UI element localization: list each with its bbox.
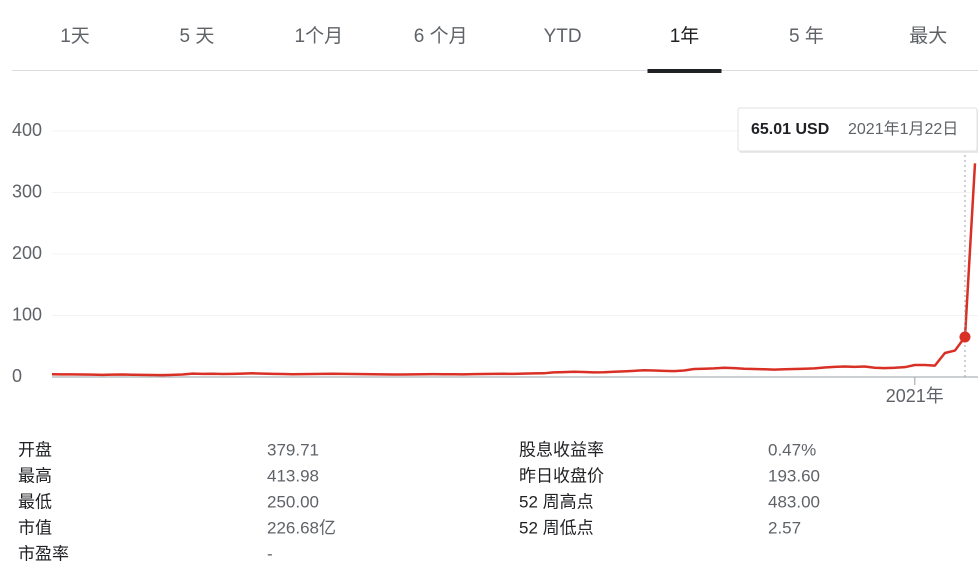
stat-value: 226.68亿: [267, 518, 336, 537]
price-line: [51, 163, 977, 377]
range-tab[interactable]: 1天: [60, 26, 90, 47]
stat-label: 昨日收盘价: [519, 466, 604, 485]
y-tick-label: 300: [12, 181, 42, 201]
stat-value: 413.98: [267, 466, 319, 485]
stat-label: 最低: [18, 492, 52, 511]
stat-label: 市值: [18, 518, 52, 537]
stat-label: 52 周高点: [519, 492, 594, 511]
stat-label: 股息收益率: [519, 440, 604, 459]
range-tab[interactable]: 最大: [909, 25, 947, 47]
range-tab[interactable]: 1个月: [295, 25, 344, 47]
y-tick-label: 200: [12, 243, 42, 263]
range-tab[interactable]: YTD: [544, 26, 582, 47]
y-tick-label: 0: [12, 366, 22, 386]
stat-value: 483.00: [768, 492, 820, 511]
range-tab[interactable]: 5 天: [179, 26, 214, 47]
stat-label: 市盈率: [18, 544, 69, 563]
stat-value: 193.60: [768, 466, 820, 485]
range-tab[interactable]: 1年: [670, 25, 700, 47]
range-tab[interactable]: 5 年: [789, 25, 824, 47]
y-tick-label: 100: [12, 304, 42, 324]
active-tab-underline: [647, 69, 722, 73]
tooltip-price: 65.01 USD: [751, 121, 829, 138]
stat-value: -: [267, 544, 273, 563]
tooltip: 65.01 USD 2021年1月22日: [737, 107, 978, 153]
range-tab[interactable]: 6 个月: [414, 25, 468, 47]
stat-label: 开盘: [18, 440, 52, 459]
stat-label: 52 周低点: [519, 518, 594, 537]
stat-value: 2.57: [768, 518, 801, 537]
x-tick-label: 2021年: [886, 386, 944, 406]
hover-point: [959, 331, 971, 343]
tooltip-date: 2021年1月22日: [848, 120, 958, 138]
y-tick-label: 400: [12, 120, 42, 140]
tooltip-box: [737, 107, 978, 152]
stat-label: 最高: [18, 466, 52, 485]
stat-value: 379.71: [267, 440, 319, 459]
stat-value: 0.47%: [768, 440, 816, 459]
stat-value: 250.00: [267, 492, 319, 511]
